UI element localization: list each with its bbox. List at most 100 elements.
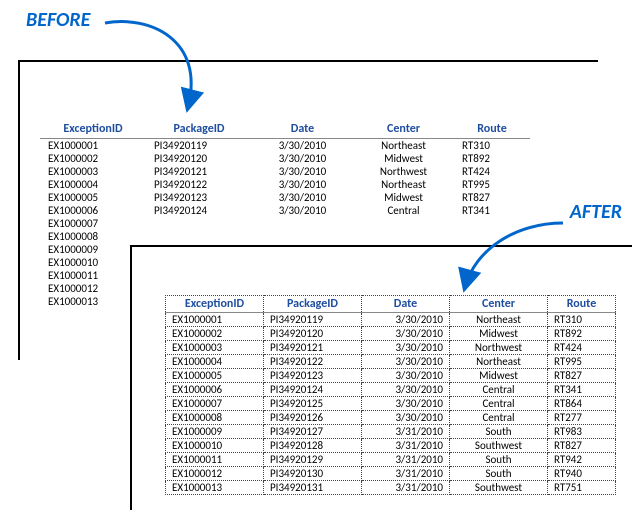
cell: 3/31/2010 [362, 425, 450, 439]
table-row: EX1000003PI349201213/30/2010NorthwestRT4… [40, 165, 530, 178]
table-row: EX1000012PI349201303/31/2010SouthRT940 [166, 467, 616, 481]
cell: RT310 [548, 313, 616, 327]
cell: RT940 [548, 467, 616, 481]
cell: EX1000004 [40, 178, 146, 191]
cell: 3/30/2010 [252, 204, 353, 217]
cell: PI34920120 [146, 152, 252, 165]
cell: Central [450, 411, 548, 425]
cell: Midwest [353, 191, 454, 204]
cell [454, 230, 530, 243]
after-body: EX1000001PI349201193/30/2010NortheastRT3… [166, 313, 616, 495]
cell: Central [450, 383, 548, 397]
cell: RT942 [548, 453, 616, 467]
cell: EX1000013 [166, 481, 264, 495]
cell [454, 217, 530, 230]
after-col-0: ExceptionID [166, 296, 264, 313]
cell: PI34920124 [146, 204, 252, 217]
cell: PI34920121 [146, 165, 252, 178]
cell: RT424 [454, 165, 530, 178]
cell: Northwest [450, 341, 548, 355]
cell: 3/31/2010 [362, 439, 450, 453]
before-header-row: ExceptionIDPackageIDDateCenterRoute [40, 120, 530, 139]
cell: 3/30/2010 [362, 313, 450, 327]
table-row: EX1000006PI349201243/30/2010CentralRT341 [40, 204, 530, 217]
cell: RT995 [548, 355, 616, 369]
cell: RT995 [454, 178, 530, 191]
cell: RT827 [548, 369, 616, 383]
cell: South [450, 425, 548, 439]
before-label: BEFORE [26, 8, 90, 32]
cell: 3/30/2010 [252, 152, 353, 165]
cell: EX1000007 [166, 397, 264, 411]
cell: 3/30/2010 [252, 165, 353, 178]
cell: 3/30/2010 [362, 327, 450, 341]
cell: EX1000006 [166, 383, 264, 397]
cell: PI34920123 [146, 191, 252, 204]
cell: EX1000010 [166, 439, 264, 453]
cell: EX1000008 [166, 411, 264, 425]
table-row: EX1000003PI349201213/30/2010NorthwestRT4… [166, 341, 616, 355]
cell: RT892 [548, 327, 616, 341]
cell: EX1000008 [40, 230, 146, 243]
before-col-0: ExceptionID [40, 120, 146, 139]
table-row: EX1000007 [40, 217, 530, 230]
cell: 3/30/2010 [362, 397, 450, 411]
cell: PI34920122 [264, 355, 362, 369]
cell: PI34920123 [264, 369, 362, 383]
cell: Central [353, 204, 454, 217]
cell: EX1000009 [166, 425, 264, 439]
cell [146, 230, 252, 243]
cell: Northeast [450, 355, 548, 369]
before-col-2: Date [252, 120, 353, 139]
cell: RT827 [548, 439, 616, 453]
table-row: EX1000004PI349201223/30/2010NortheastRT9… [166, 355, 616, 369]
table-row: EX1000013PI349201313/31/2010SouthwestRT7… [166, 481, 616, 495]
cell [353, 230, 454, 243]
table-row: EX1000008PI349201263/30/2010CentralRT277 [166, 411, 616, 425]
after-col-2: Date [362, 296, 450, 313]
table-row: EX1000001PI349201193/30/2010NortheastRT3… [40, 139, 530, 153]
cell: South [450, 453, 548, 467]
cell: EX1000001 [166, 313, 264, 327]
cell: Midwest [450, 327, 548, 341]
cell [146, 217, 252, 230]
cell: PI34920119 [146, 139, 252, 153]
cell: PI34920128 [264, 439, 362, 453]
before-col-3: Center [353, 120, 454, 139]
cell: EX1000005 [40, 191, 146, 204]
cell: Northeast [353, 178, 454, 191]
before-col-1: PackageID [146, 120, 252, 139]
table-row: EX1000007PI349201253/30/2010CentralRT864 [166, 397, 616, 411]
cell: South [450, 467, 548, 481]
after-table: ExceptionIDPackageIDDateCenterRoute EX10… [165, 295, 616, 495]
cell: PI34920121 [264, 341, 362, 355]
cell [252, 217, 353, 230]
cell: EX1000012 [166, 467, 264, 481]
cell: EX1000006 [40, 204, 146, 217]
table-row: EX1000005PI349201233/30/2010MidwestRT827 [40, 191, 530, 204]
cell: EX1000003 [166, 341, 264, 355]
cell: EX1000007 [40, 217, 146, 230]
cell: PI34920131 [264, 481, 362, 495]
cell: RT341 [548, 383, 616, 397]
cell: Northwest [353, 165, 454, 178]
cell: RT424 [548, 341, 616, 355]
cell: 3/30/2010 [362, 411, 450, 425]
before-col-4: Route [454, 120, 530, 139]
cell: 3/30/2010 [252, 139, 353, 153]
cell: 3/31/2010 [362, 453, 450, 467]
cell: Southwest [450, 481, 548, 495]
table-row: EX1000001PI349201193/30/2010NortheastRT3… [166, 313, 616, 327]
cell: EX1000002 [40, 152, 146, 165]
after-col-4: Route [548, 296, 616, 313]
cell: 3/30/2010 [362, 383, 450, 397]
cell: RT277 [548, 411, 616, 425]
cell: 3/30/2010 [252, 191, 353, 204]
table-row: EX1000008 [40, 230, 530, 243]
cell: EX1000004 [166, 355, 264, 369]
table-row: EX1000004PI349201223/30/2010NortheastRT9… [40, 178, 530, 191]
cell: PI34920129 [264, 453, 362, 467]
table-row: EX1000011PI349201293/31/2010SouthRT942 [166, 453, 616, 467]
cell: Northeast [450, 313, 548, 327]
cell: PI34920125 [264, 397, 362, 411]
